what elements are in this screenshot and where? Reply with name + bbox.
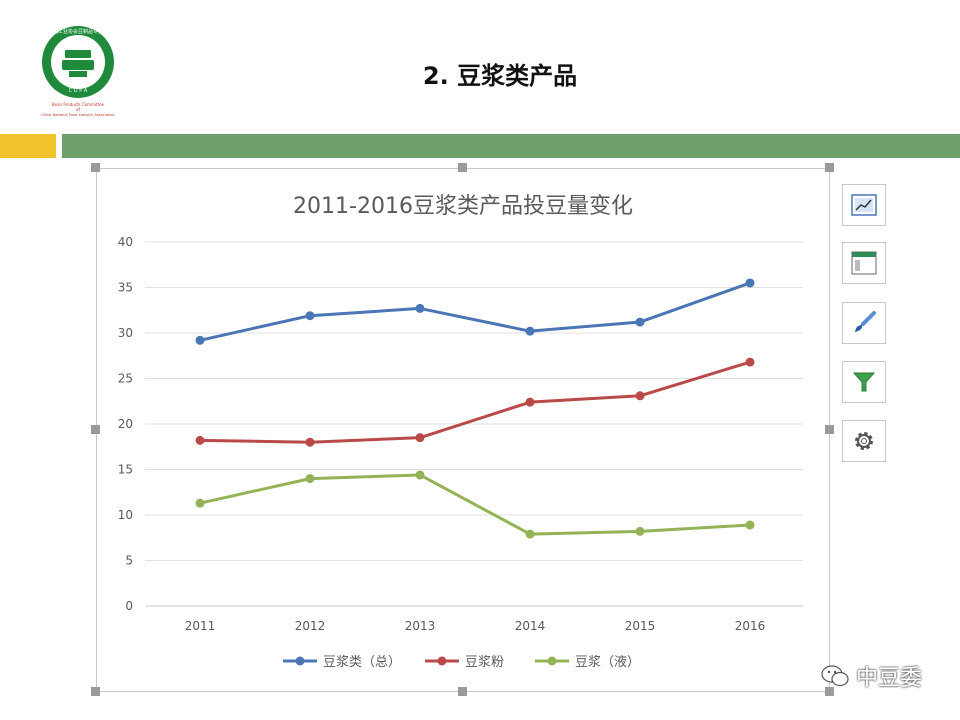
wechat-icon — [821, 665, 849, 687]
data-point — [415, 470, 425, 480]
data-point — [415, 433, 425, 443]
data-point — [525, 529, 535, 539]
series-line — [199, 281, 751, 342]
data-point — [745, 357, 755, 367]
resize-handle-bottom-left[interactable] — [91, 687, 100, 696]
association-logo: 中国食品工业协会豆制品专业委员会 C D P A Bean Products C… — [38, 26, 118, 117]
y-tick-label: 35 — [118, 281, 133, 295]
chart-styles-button[interactable] — [842, 302, 886, 344]
logo-ring-text: 中国食品工业协会豆制品专业委员会 — [38, 28, 118, 35]
legend-label: 豆浆（液） — [575, 655, 640, 670]
legend-label: 豆浆粉 — [465, 655, 504, 670]
resize-handle-left[interactable] — [91, 425, 100, 434]
filter-icon — [852, 372, 876, 392]
legend-marker — [547, 656, 557, 666]
chart-layout-button[interactable] — [842, 242, 886, 284]
x-tick-label: 2014 — [515, 619, 546, 633]
data-point — [305, 311, 315, 321]
y-tick-label: 20 — [118, 417, 133, 431]
brush-icon — [855, 311, 876, 332]
x-tick-label: 2012 — [295, 619, 326, 633]
data-point — [635, 317, 645, 327]
chart-elements-button[interactable] — [842, 184, 886, 226]
resize-handle-bottom[interactable] — [458, 687, 467, 696]
x-tick-label: 2016 — [735, 619, 766, 633]
legend-marker — [437, 656, 447, 666]
accent-bar-yellow — [0, 134, 56, 158]
resize-handle-top-right[interactable] — [825, 163, 834, 172]
y-tick-label: 0 — [125, 599, 133, 613]
logo-line-2: of — [76, 107, 80, 112]
resize-handle-bottom-right[interactable] — [825, 687, 834, 696]
data-point — [195, 435, 205, 445]
watermark: 中豆委 — [820, 660, 922, 692]
chart-filters-button[interactable] — [842, 361, 886, 403]
data-point — [415, 303, 425, 313]
y-tick-label: 15 — [118, 463, 133, 477]
logo-acronym: C D P A — [69, 88, 88, 94]
resize-handle-right[interactable] — [825, 425, 834, 434]
logo-line-3: China National Food Industry Association — [41, 113, 115, 117]
data-point — [745, 520, 755, 530]
y-tick-label: 5 — [125, 554, 133, 568]
y-tick-label: 40 — [118, 235, 133, 249]
resize-handle-top[interactable] — [458, 163, 467, 172]
data-point — [525, 326, 535, 336]
x-tick-label: 2015 — [625, 619, 656, 633]
y-tick-label: 30 — [118, 326, 133, 340]
resize-handle-top-left[interactable] — [91, 163, 100, 172]
gear-icon — [855, 432, 873, 450]
accent-bar-green — [62, 134, 960, 158]
data-point — [525, 397, 535, 407]
data-point — [305, 437, 315, 447]
chart-settings-button[interactable] — [842, 420, 886, 462]
data-point — [195, 498, 205, 508]
y-tick-label: 25 — [118, 372, 133, 386]
chart-elements-icon — [851, 194, 877, 216]
legend-marker — [295, 656, 305, 666]
x-tick-label: 2013 — [405, 619, 436, 633]
logo-line-1: Bean Products Committee — [52, 102, 105, 107]
data-point — [305, 474, 315, 484]
series-line — [199, 473, 751, 536]
series-line — [199, 360, 751, 444]
data-point — [195, 335, 205, 345]
chart-title: 2011-2016豆浆类产品投豆量变化 — [293, 194, 633, 219]
data-point — [635, 526, 645, 536]
y-tick-label: 10 — [118, 508, 133, 522]
data-point — [745, 278, 755, 288]
data-point — [635, 391, 645, 401]
slide-title: 2. 豆浆类产品 — [422, 62, 578, 90]
legend-label: 豆浆类（总） — [323, 655, 401, 670]
layout-icon — [851, 251, 877, 275]
watermark-text: 中豆委 — [856, 666, 923, 691]
x-tick-label: 2011 — [185, 619, 216, 633]
